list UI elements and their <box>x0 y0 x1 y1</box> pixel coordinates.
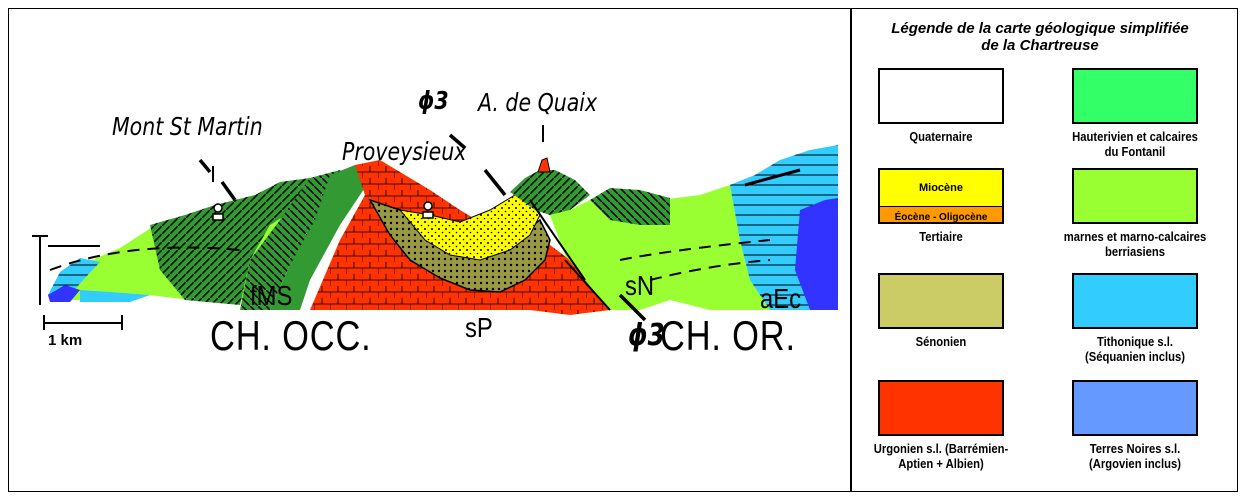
bedding-dashes <box>49 239 771 281</box>
legend-item-berriasien: marnes et marno-calcaires berriasiens <box>1050 168 1220 260</box>
legend-item-senonien: Sénonien <box>856 273 1026 350</box>
legend-item-hauterivien: Hauterivien et calcaires du Fontanil <box>1050 68 1220 160</box>
legend-label: Tithonique s.l. (Séquanien inclus) <box>1084 335 1186 364</box>
legend-label: Tertiaire <box>919 230 963 244</box>
legend-label: Sénonien <box>915 335 967 349</box>
legend-sub-miocene: Miocène <box>880 170 1002 206</box>
label-phi3-top: ϕ3 <box>418 86 449 115</box>
village-symbol-st-martin <box>212 203 224 221</box>
legend-sub-eocene-oligocene: Éocène - Oligocène <box>880 206 1002 222</box>
legend-title-line1: Légende de la carte géologique simplifié… <box>891 20 1189 37</box>
legend-item-tithonique: Tithonique s.l. (Séquanien inclus) <box>1050 273 1220 365</box>
frame-divider <box>850 8 852 492</box>
unit-quaix-top-red <box>537 157 551 173</box>
figure-frame <box>8 8 1238 492</box>
legend-label: Quaternaire <box>909 130 973 144</box>
unit-hauterivien-west <box>150 178 310 305</box>
label-sp: sP <box>465 312 493 343</box>
legend-title: Légende de la carte géologique simplifié… <box>860 20 1220 54</box>
legend-label: Urgonien s.l. (Barrémien-Aptien + Albien… <box>873 442 1009 471</box>
cross-section <box>32 125 838 330</box>
legend-label: marnes et marno-calcaires berriasiens <box>1063 230 1207 259</box>
legend-title-line2: de la Chartreuse <box>981 37 1099 54</box>
unit-hauterivien-east <box>590 188 670 225</box>
label-sn: sN <box>625 270 655 301</box>
legend-swatch: Miocène Éocène - Oligocène <box>878 168 1004 224</box>
scale-bar <box>32 235 123 330</box>
label-phi3-bottom: ϕ3 <box>628 318 665 353</box>
legend-item-terres-noires: Terres Noires s.l. (Argovien inclus) <box>1050 380 1220 472</box>
label-aec: aEc <box>760 283 802 314</box>
legend-swatch <box>1072 380 1198 436</box>
label-a-de-quaix: A. de Quaix <box>478 88 598 117</box>
fault-lines <box>529 168 801 311</box>
legend-swatch <box>878 273 1004 329</box>
label-proveysieux: Proveysieux <box>342 137 467 166</box>
legend-swatch <box>1072 68 1198 124</box>
legend-item-urgonien: Urgonien s.l. (Barrémien-Aptien + Albien… <box>856 380 1026 472</box>
scale-bar-label: 1 km <box>48 332 83 349</box>
unit-tithonique-west-lower <box>80 290 150 302</box>
legend-label: Hauterivien et calcaires du Fontanil <box>1072 130 1198 159</box>
unit-terres-noires-west <box>48 285 80 302</box>
legend-swatch <box>1072 168 1198 224</box>
village-symbol-proveysieux <box>422 201 434 219</box>
label-ch-occ: CH. OCC. <box>210 312 372 359</box>
legend-label: Terres Noires s.l. (Argovien inclus) <box>1089 442 1181 471</box>
unit-fontanil-strip <box>270 165 370 310</box>
legend-item-tertiaire: Miocène Éocène - Oligocène Tertiaire <box>856 168 1026 245</box>
pointer-lines <box>198 125 647 322</box>
unit-quaix-summit <box>510 170 590 215</box>
legend-swatch <box>878 380 1004 436</box>
label-mont-st-martin: Mont St Martin <box>112 112 263 141</box>
unit-terres-noires-east <box>795 198 838 310</box>
legend-swatch <box>1072 273 1198 329</box>
legend-swatch <box>878 68 1004 124</box>
label-ch-or: CH. OR. <box>660 312 796 359</box>
legend-item-quaternaire: Quaternaire <box>856 68 1026 145</box>
label-fms: fMS <box>250 280 293 311</box>
unit-berriasien-east <box>550 160 780 310</box>
